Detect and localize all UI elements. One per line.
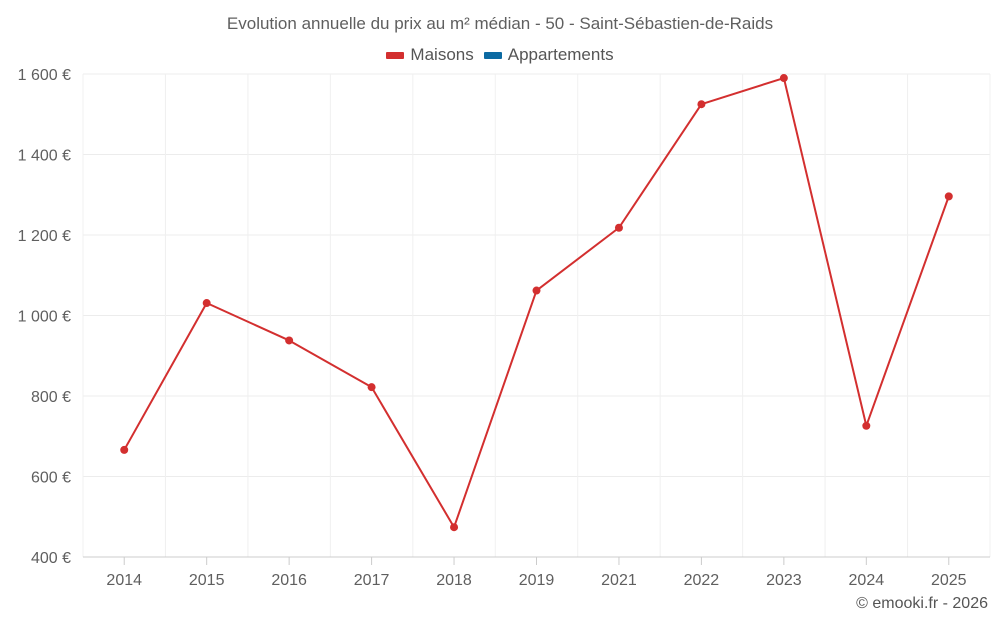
- y-tick-label: 400 €: [31, 550, 71, 567]
- chart-title: Evolution annuelle du prix au m² médian …: [226, 14, 774, 33]
- x-tick-label: 2024: [849, 572, 885, 589]
- x-axis: 2014 2015 2016 2017 2018 2019 2021 2022 2023 2024…: [83, 556, 990, 589]
- data-point-2022[interactable]: [697, 100, 706, 109]
- x-tick-label: 2014: [106, 572, 142, 589]
- credit: © emooki.fr - 2026: [856, 595, 988, 612]
- y-axis: 400 € 600 € 800 € 1 000 € 1 200 € 1 400 € 1 60…: [18, 67, 71, 567]
- grid: [82, 73, 991, 557]
- legend-label-maisons: Maisons: [410, 45, 474, 64]
- x-tick-label: 2025: [931, 572, 967, 589]
- data-point-2015[interactable]: [202, 299, 211, 308]
- y-tick-label: 1 200 €: [18, 228, 71, 245]
- y-tick-label: 800 €: [31, 389, 71, 406]
- x-tick-label: 2019: [519, 572, 555, 589]
- data-point-2017[interactable]: [367, 383, 376, 392]
- x-tick-label: 2022: [684, 572, 720, 589]
- y-tick-label: 1 600 €: [18, 67, 71, 84]
- data-point-2014[interactable]: [120, 445, 129, 454]
- legend-label-appartements: Appartements: [507, 45, 614, 64]
- data-point-2018[interactable]: [450, 523, 459, 532]
- x-tick-label: 2015: [189, 572, 225, 589]
- data-point-2025[interactable]: [944, 192, 953, 201]
- data-point-2023[interactable]: [779, 74, 788, 83]
- x-tick-label: 2017: [354, 572, 390, 589]
- x-tick-label: 2023: [766, 572, 802, 589]
- legend-item-maisons[interactable]: Maisons: [386, 45, 474, 65]
- legend-swatch-appartements: [483, 51, 502, 59]
- data-point-2019[interactable]: [532, 286, 541, 295]
- legend-swatch-maisons: [386, 51, 405, 59]
- legend: Maisons Appartements: [0, 45, 1000, 65]
- x-tick-label: 2018: [436, 572, 472, 589]
- series-layer: [120, 74, 953, 532]
- data-point-2024[interactable]: [862, 421, 871, 430]
- y-tick-label: 600 €: [31, 470, 71, 487]
- x-tick-label: 2016: [271, 572, 307, 589]
- data-point-2021[interactable]: [614, 223, 623, 232]
- x-tick-label: 2021: [601, 572, 637, 589]
- legend-item-appartements[interactable]: Appartements: [483, 45, 614, 65]
- y-tick-label: 1 000 €: [18, 309, 71, 326]
- data-point-2016[interactable]: [285, 336, 294, 345]
- y-tick-label: 1 400 €: [18, 148, 71, 165]
